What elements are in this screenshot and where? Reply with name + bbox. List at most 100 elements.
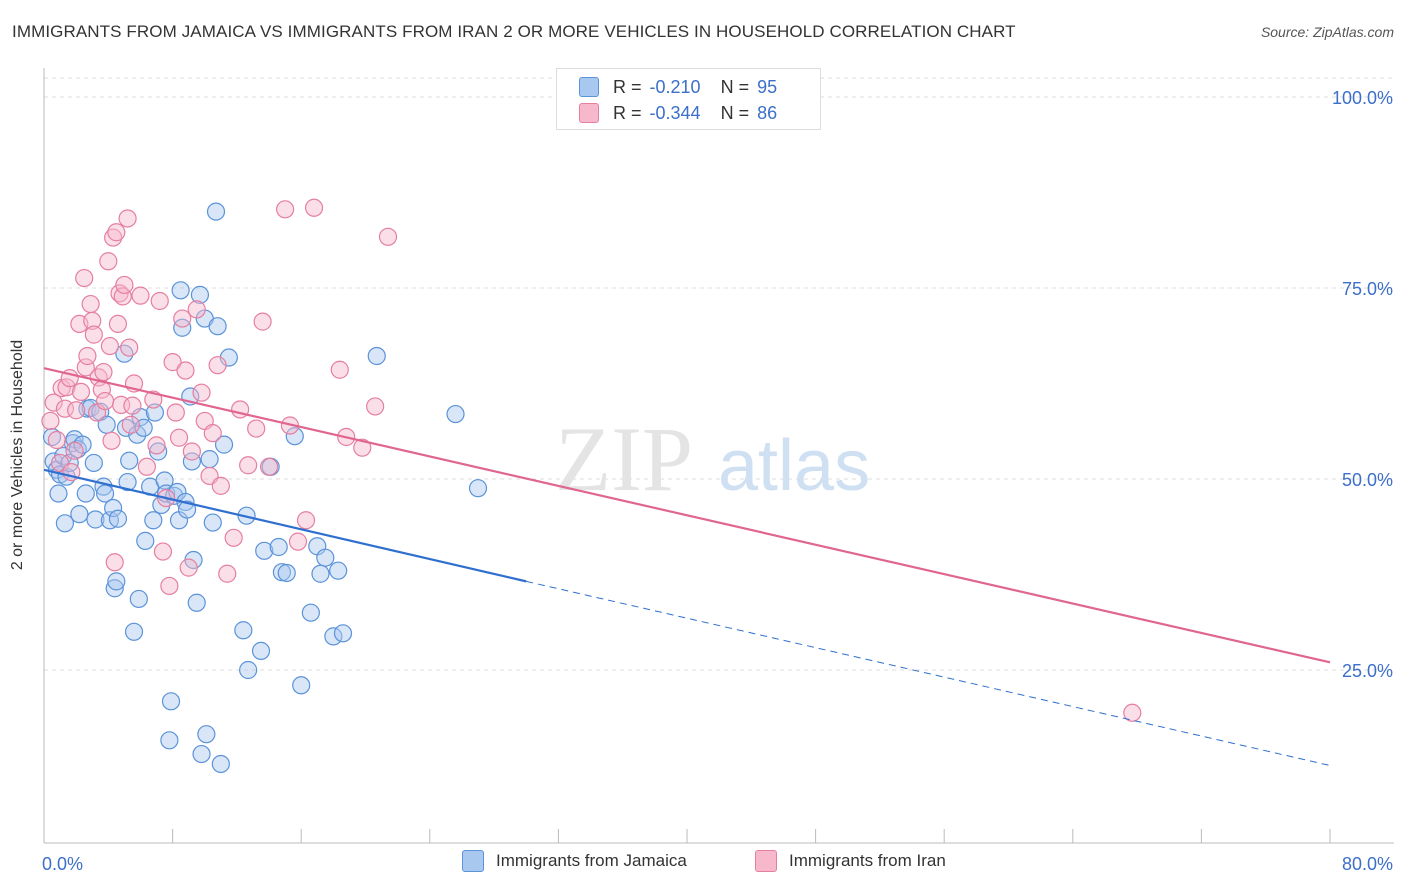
point-iran (182, 442, 201, 461)
point-iran (176, 361, 195, 380)
point-iran (153, 542, 173, 561)
point-iran (224, 528, 243, 547)
point-iran (75, 268, 94, 288)
point-jamaica (55, 514, 74, 533)
point-jamaica (177, 500, 197, 519)
point-iran (94, 362, 113, 382)
legend-swatch-jamaica (462, 850, 484, 872)
point-jamaica (129, 589, 148, 609)
point-iran (239, 456, 258, 475)
series-jamaica-points (42, 202, 488, 774)
point-iran (137, 457, 156, 476)
stats-swatch-jamaica (579, 77, 599, 97)
point-jamaica (292, 676, 311, 695)
point-jamaica (182, 452, 201, 471)
point-iran (218, 564, 237, 583)
point-jamaica (468, 479, 488, 498)
point-jamaica (239, 660, 258, 680)
trend-line-jamaica (43, 468, 527, 583)
grid-lines (44, 77, 1394, 671)
point-iran (113, 287, 132, 306)
axes (43, 68, 1394, 844)
point-jamaica (49, 484, 68, 503)
point-jamaica (115, 344, 134, 363)
point-jamaica (144, 511, 163, 530)
point-iran (118, 209, 137, 228)
stats-n-label-iran: N = (720, 102, 750, 123)
point-jamaica (107, 572, 126, 591)
point-jamaica (161, 692, 181, 711)
point-jamaica (173, 318, 192, 337)
point-jamaica (301, 603, 320, 622)
point-jamaica (251, 641, 271, 661)
watermark-atlas: atlas (718, 426, 870, 506)
point-iran (76, 358, 95, 377)
bottom-legend: Immigrants from Jamaica Immigrants from … (0, 850, 1406, 880)
point-jamaica (255, 541, 274, 560)
y-tick-label: 50.0% (1342, 470, 1393, 490)
point-jamaica (104, 498, 123, 518)
point-jamaica (136, 531, 155, 550)
point-iran (378, 227, 398, 246)
point-jamaica (367, 346, 386, 366)
stats-r-label-iran: R = (613, 102, 642, 123)
point-iran (44, 393, 63, 412)
watermark: ZIP atlas (555, 408, 870, 510)
stats-r-value-iran: -0.344 (649, 102, 701, 123)
point-jamaica (446, 404, 465, 424)
point-iran (47, 430, 66, 450)
point-jamaica (272, 563, 292, 582)
legend-item-iran[interactable]: Immigrants from Iran (755, 850, 946, 872)
stats-n-label-jamaica: N = (720, 76, 750, 97)
point-iran (276, 200, 295, 219)
series-iran-points (41, 198, 1142, 722)
x-tick-label-min: 0.0% (42, 854, 83, 874)
point-iran (173, 309, 192, 328)
point-iran (67, 401, 86, 420)
point-iran (71, 382, 91, 402)
point-jamaica (214, 435, 234, 454)
point-jamaica (120, 451, 139, 470)
stats-n-value-iran: 86 (757, 102, 778, 123)
point-jamaica (197, 725, 216, 744)
point-iran (123, 396, 142, 415)
point-jamaica (206, 202, 226, 221)
point-iran (83, 311, 102, 330)
point-iran (78, 346, 97, 366)
source-label: Source: ZipAtlas.com (1260, 24, 1394, 40)
point-jamaica (86, 510, 105, 529)
watermark-zip: ZIP (555, 408, 693, 510)
point-jamaica (200, 450, 219, 469)
point-iran (131, 286, 150, 305)
point-iran (41, 411, 60, 431)
y-tick-label: 25.0% (1342, 661, 1393, 681)
point-jamaica (155, 471, 174, 490)
point-iran (121, 415, 140, 434)
point-iran (366, 397, 385, 416)
point-iran (179, 558, 198, 577)
stats-r-value-jamaica: -0.210 (649, 76, 701, 97)
point-jamaica (171, 281, 190, 300)
point-iran (353, 438, 372, 457)
point-jamaica (311, 564, 330, 583)
y-tick-label: 100.0% (1332, 88, 1393, 108)
point-iran (304, 198, 324, 217)
legend-item-jamaica[interactable]: Immigrants from Jamaica (462, 850, 687, 872)
point-iran (259, 457, 279, 476)
point-jamaica (190, 285, 210, 304)
point-iran (105, 553, 124, 572)
point-jamaica (234, 621, 253, 640)
point-iran (65, 441, 84, 460)
point-iran (163, 353, 182, 372)
trend-line-jamaica-extension (526, 580, 1331, 766)
point-jamaica (76, 484, 95, 503)
point-jamaica (145, 403, 165, 422)
point-iran (147, 436, 166, 455)
trend-line-iran (43, 367, 1331, 664)
point-jamaica (208, 317, 227, 336)
point-jamaica (118, 472, 137, 492)
point-iran (95, 391, 115, 411)
point-iran (330, 360, 349, 379)
point-iran (99, 252, 118, 271)
point-jamaica (108, 509, 128, 528)
